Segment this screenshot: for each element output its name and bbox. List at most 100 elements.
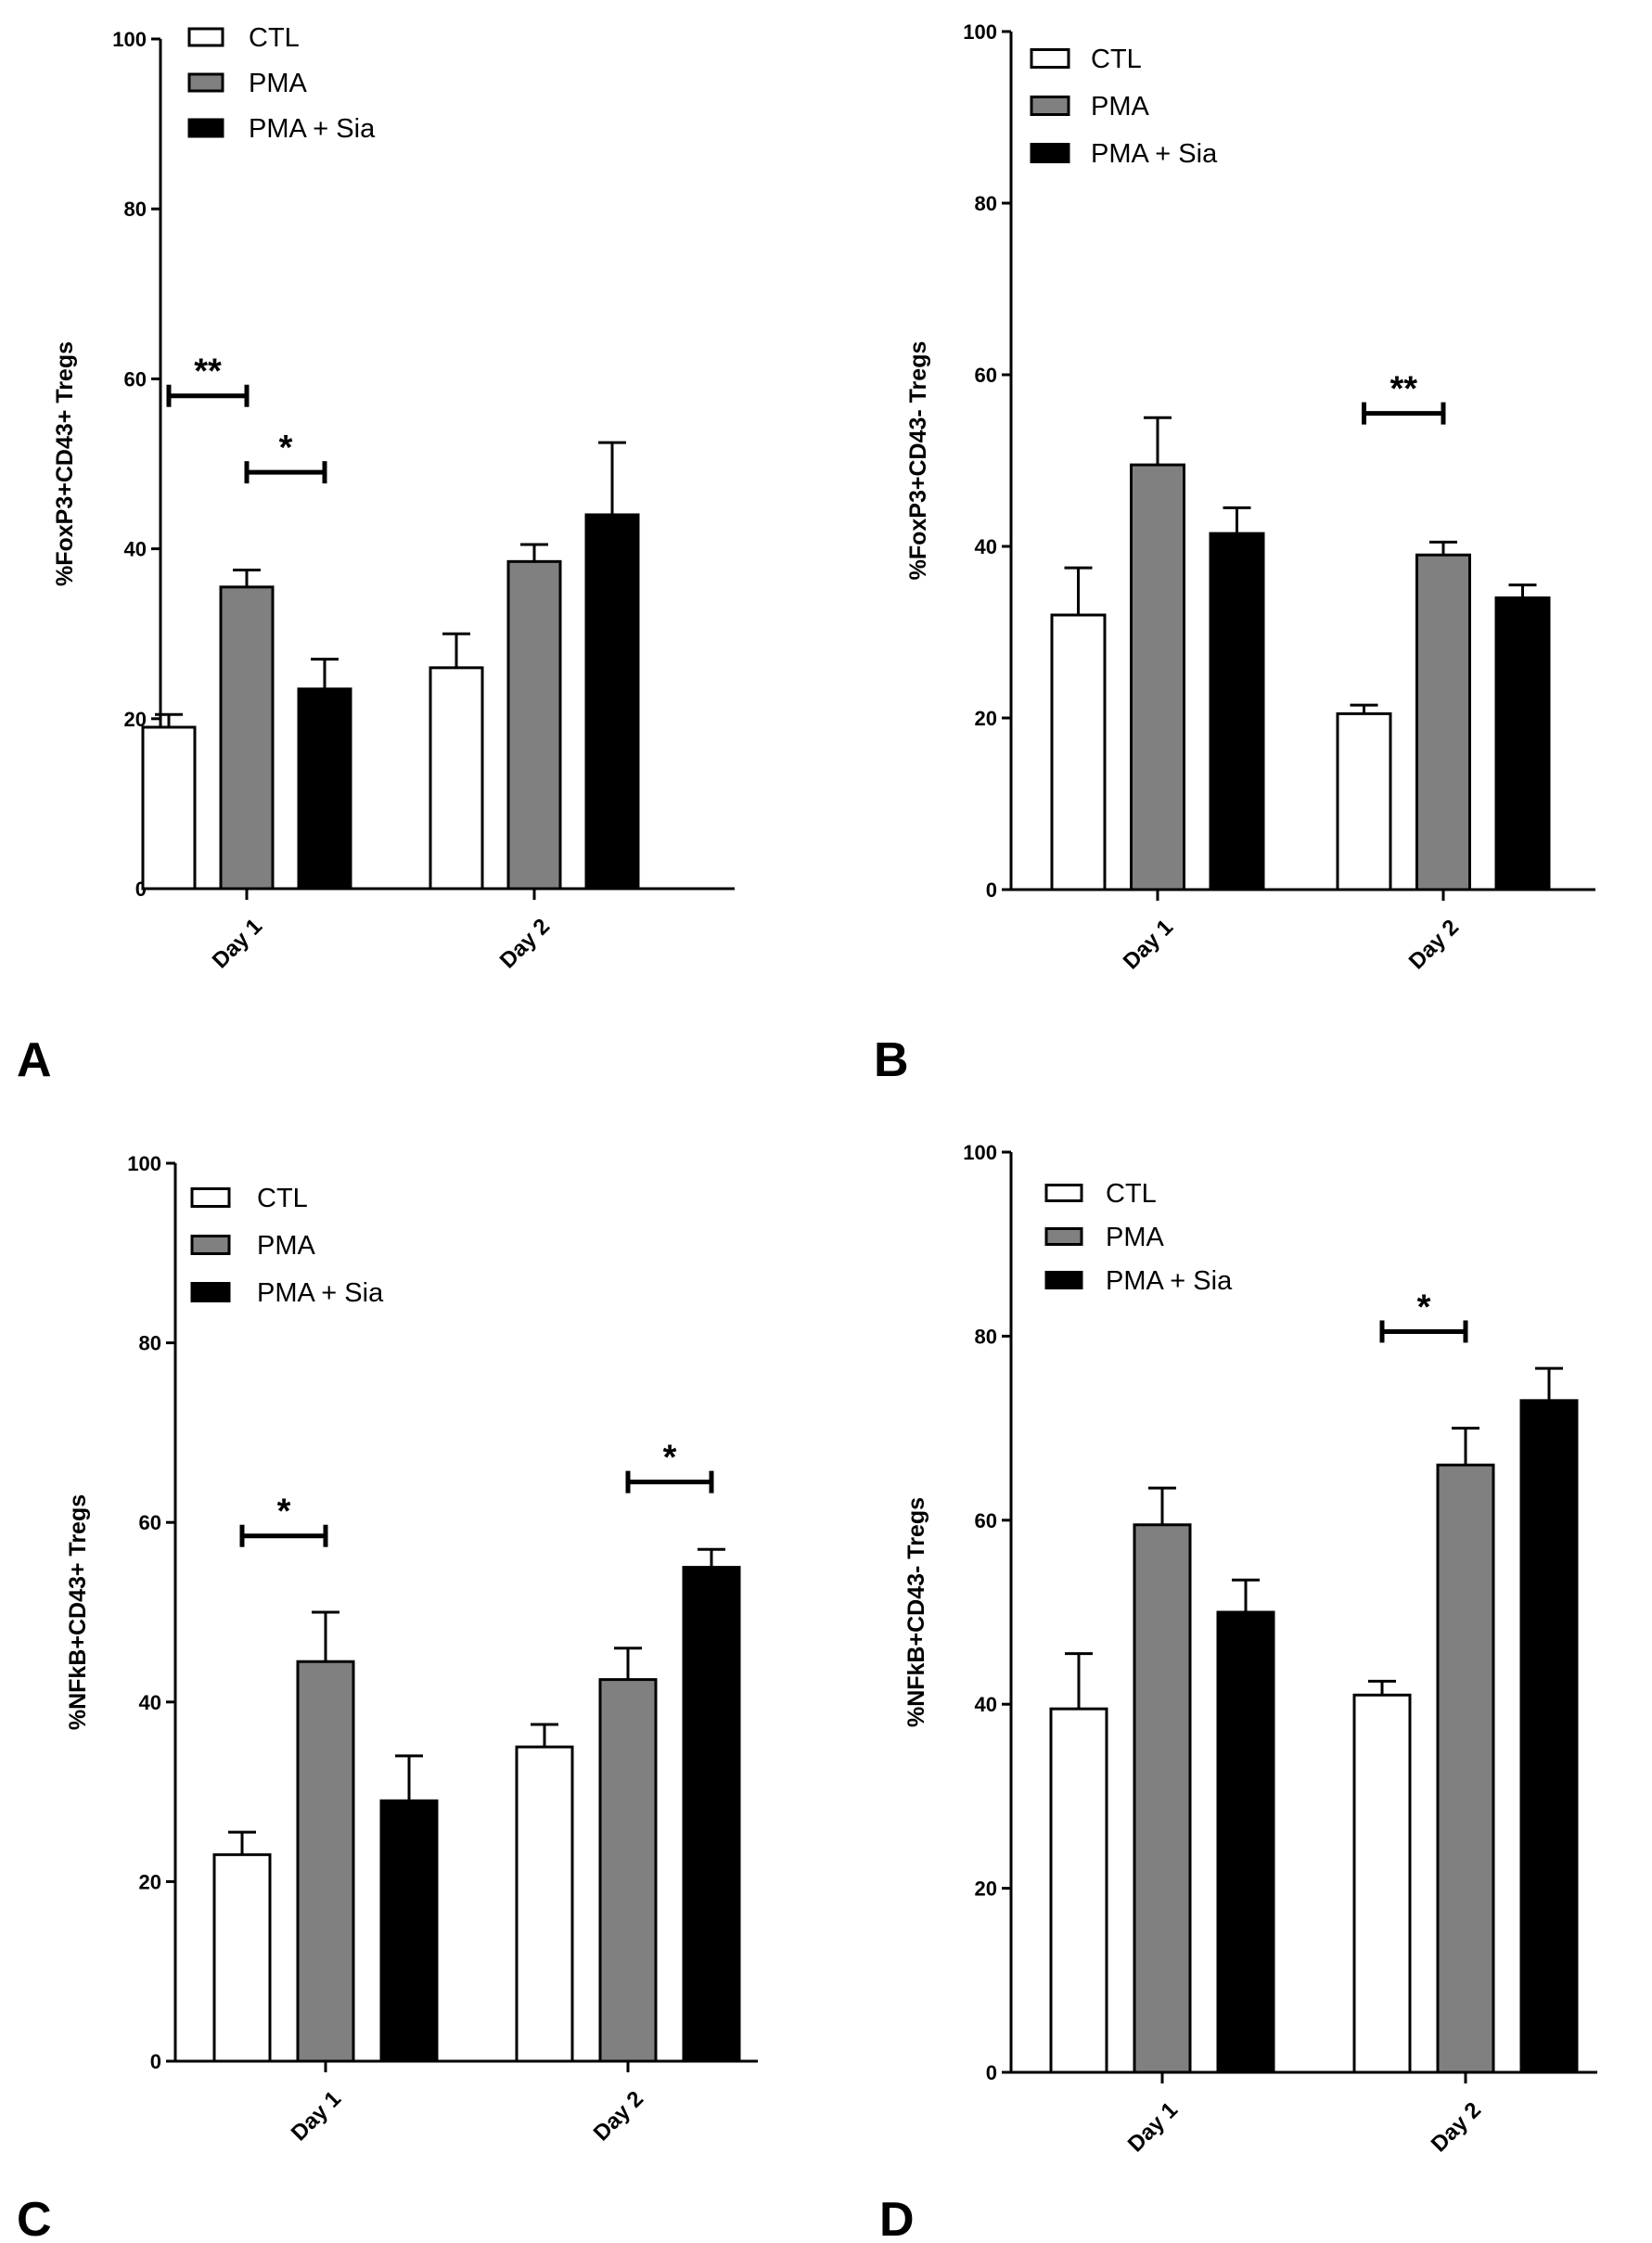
category-label-day-2: Day 2 [589, 2086, 648, 2146]
legend-swatch-ctl [190, 1187, 231, 1208]
legend: CTL PMA PMA + Sia [1030, 45, 1218, 169]
bar-pma-sia-day-1 [1216, 1610, 1275, 2074]
legend-swatch-ctl [1044, 1184, 1083, 1202]
legend: CTL PMA PMA + Sia [187, 23, 376, 144]
panel-letter: C [17, 2193, 52, 2243]
y-tick-label: 40 [139, 1691, 161, 1714]
legend-label-ctl: CTL [1106, 1179, 1157, 1209]
significance-bracket: * [625, 1439, 714, 1493]
y-tick-label: 100 [963, 1141, 997, 1164]
legend: CTL PMA PMA + Sia [190, 1184, 384, 1308]
y-tick-label: 40 [975, 535, 997, 558]
significance-bracket: ** [1362, 370, 1446, 425]
y-tick-label: 60 [975, 364, 997, 387]
legend-swatch-ctl [187, 27, 224, 47]
y-axis-label: %FoxP3+CD43- Tregs [905, 341, 931, 581]
bar-pma-day-1 [219, 585, 275, 891]
legend-label-pma-sia: PMA + Sia [257, 1278, 384, 1308]
bar-pma-sia-day-2 [584, 513, 640, 891]
bar-pma-day-1 [1130, 463, 1185, 891]
y-tick-label: 0 [986, 878, 997, 902]
category-label-day-1: Day 1 [1119, 915, 1178, 974]
bar-ctl-day-2 [1336, 711, 1392, 891]
significance-bracket: * [239, 1493, 328, 1547]
legend-label-pma-sia: PMA + Sia [1091, 139, 1218, 169]
y-tick-label: 20 [975, 707, 997, 730]
y-tick-label: 40 [124, 538, 147, 561]
y-axis-label: %NFkB+CD43- Tregs [903, 1497, 929, 1727]
bar-ctl-day-1 [141, 725, 197, 891]
bar-ctl-day-1 [1049, 1707, 1108, 2074]
bar-pma-day-2 [506, 559, 562, 891]
y-tick-label: 100 [112, 28, 147, 51]
bar-pma-day-1 [296, 1660, 355, 2063]
legend-swatch-pma [190, 1235, 231, 1255]
bar-pma-day-2 [1415, 553, 1471, 891]
y-tick-label: 0 [150, 2050, 161, 2073]
bar-pma-day-2 [598, 1678, 658, 2063]
bar-pma-sia-day-1 [297, 687, 352, 891]
category-label-day-2: Day 2 [495, 914, 555, 973]
category-label-day-1: Day 1 [287, 2086, 346, 2146]
significance-label: * [663, 1439, 677, 1478]
bar-pma-sia-day-2 [1519, 1399, 1579, 2074]
bar-ctl-day-2 [1352, 1693, 1412, 2074]
category-label-day-2: Day 2 [1427, 2097, 1486, 2157]
y-tick-label: 0 [986, 2061, 997, 2084]
significance-label: * [279, 429, 293, 468]
panel-d: D 0 20 40 60 80 100 %NFkB+CD43- Tregs Day 1 Day 2… [879, 1141, 1597, 2243]
legend-swatch-pma [187, 72, 224, 93]
bar-ctl-day-1 [212, 1852, 272, 2063]
legend-label-pma-sia: PMA + Sia [249, 114, 376, 144]
legend-label-ctl: CTL [249, 23, 300, 53]
y-tick-label: 40 [975, 1693, 997, 1716]
legend-label-pma: PMA [257, 1231, 316, 1261]
y-tick-label: 60 [124, 367, 147, 391]
y-tick-label: 100 [127, 1152, 161, 1175]
panel-letter: A [17, 1033, 52, 1087]
significance-label: * [277, 1493, 291, 1532]
significance-bracket: ** [166, 352, 250, 407]
category-label-day-1: Day 1 [1123, 2097, 1183, 2157]
bar-ctl-day-2 [515, 1745, 574, 2063]
significance-bracket: * [1379, 1288, 1468, 1343]
significance-label: * [1417, 1288, 1431, 1327]
category-label-day-2: Day 2 [1404, 915, 1464, 974]
y-axis-label: %FoxP3+CD43+ Tregs [52, 341, 78, 586]
legend-swatch-pma-sia [1044, 1271, 1083, 1289]
legend-swatch-pma-sia [190, 1282, 231, 1302]
bar-pma-sia-day-2 [1494, 596, 1551, 891]
legend: CTL PMA PMA + Sia [1044, 1179, 1233, 1296]
legend-label-pma: PMA [1106, 1223, 1165, 1252]
y-tick-label: 100 [963, 20, 997, 44]
legend-label-pma: PMA [1091, 92, 1150, 122]
y-tick-label: 80 [124, 198, 147, 221]
legend-label-ctl: CTL [257, 1184, 308, 1213]
significance-label: ** [1389, 370, 1417, 409]
legend-label-pma: PMA [249, 69, 308, 98]
panel-b: B 0 20 40 60 80 100 %FoxP3+CD43- Tregs Day 1 Day … [874, 20, 1595, 1087]
bar-ctl-day-2 [429, 666, 484, 891]
y-tick-label: 80 [975, 1325, 997, 1348]
y-axis-label: %NFkB+CD43+ Tregs [65, 1494, 91, 1730]
y-tick-label: 20 [975, 1878, 997, 1901]
y-tick-label: 60 [975, 1509, 997, 1532]
bar-pma-sia-day-1 [379, 1799, 439, 2063]
category-label-day-1: Day 1 [208, 914, 267, 973]
panel-letter: B [874, 1033, 909, 1087]
legend-label-pma-sia: PMA + Sia [1106, 1266, 1233, 1296]
bar-ctl-day-1 [1050, 613, 1107, 891]
significance-label: ** [194, 352, 222, 391]
bar-pma-day-2 [1436, 1463, 1495, 2074]
bar-pma-sia-day-1 [1209, 532, 1265, 891]
legend-swatch-pma [1030, 96, 1070, 116]
legend-swatch-pma [1044, 1227, 1083, 1246]
bar-pma-day-1 [1133, 1523, 1192, 2074]
significance-bracket: * [244, 429, 327, 484]
y-tick-label: 60 [139, 1511, 161, 1534]
y-tick-label: 80 [975, 192, 997, 215]
bar-pma-sia-day-2 [682, 1566, 741, 2063]
panel-c: C 0 20 40 60 80 100 %NFkB+CD43+ Tregs Day 1 Day 2… [17, 1152, 758, 2243]
legend-swatch-pma-sia [1030, 143, 1070, 163]
